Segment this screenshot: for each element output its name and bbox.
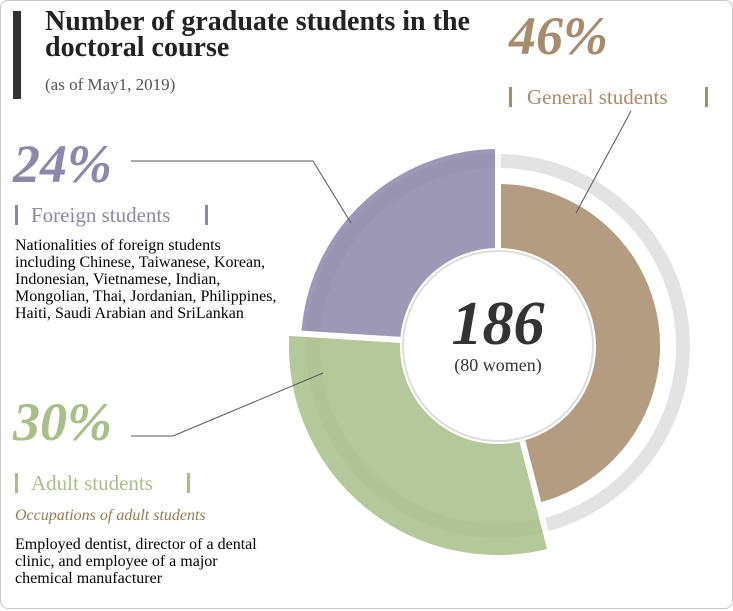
leader-line	[575, 110, 632, 214]
percent-label: 46%	[509, 6, 608, 66]
percent-label: 24%	[13, 134, 112, 194]
leader-line	[131, 160, 352, 224]
category-label: Adult students	[31, 471, 153, 495]
center-circle	[402, 250, 594, 442]
label-bar	[187, 473, 190, 493]
category-label: General students	[527, 85, 668, 109]
label-bar	[15, 473, 18, 493]
total-sub: (80 women)	[454, 355, 542, 375]
label-bar	[205, 205, 208, 225]
total: 186	[451, 290, 545, 358]
foreign-note: Nationalities of foreign students includ…	[15, 237, 277, 322]
category-label: Foreign students	[31, 203, 171, 227]
label-bar	[15, 205, 18, 225]
center-label: 186 (80 women)	[403, 293, 593, 376]
label-bar	[705, 87, 708, 107]
adult-note-heading: Occupations of adult students	[15, 507, 206, 524]
chart-subtitle: (as of May1, 2019)	[45, 75, 176, 94]
percent-label: 30%	[13, 392, 112, 452]
leader-line	[131, 372, 324, 437]
adult-note: Employed dentist, director of a dental c…	[15, 536, 257, 587]
chart-title: Number of graduate students in the docto…	[45, 6, 470, 63]
title-bar	[13, 11, 21, 99]
label-bar	[509, 87, 512, 107]
